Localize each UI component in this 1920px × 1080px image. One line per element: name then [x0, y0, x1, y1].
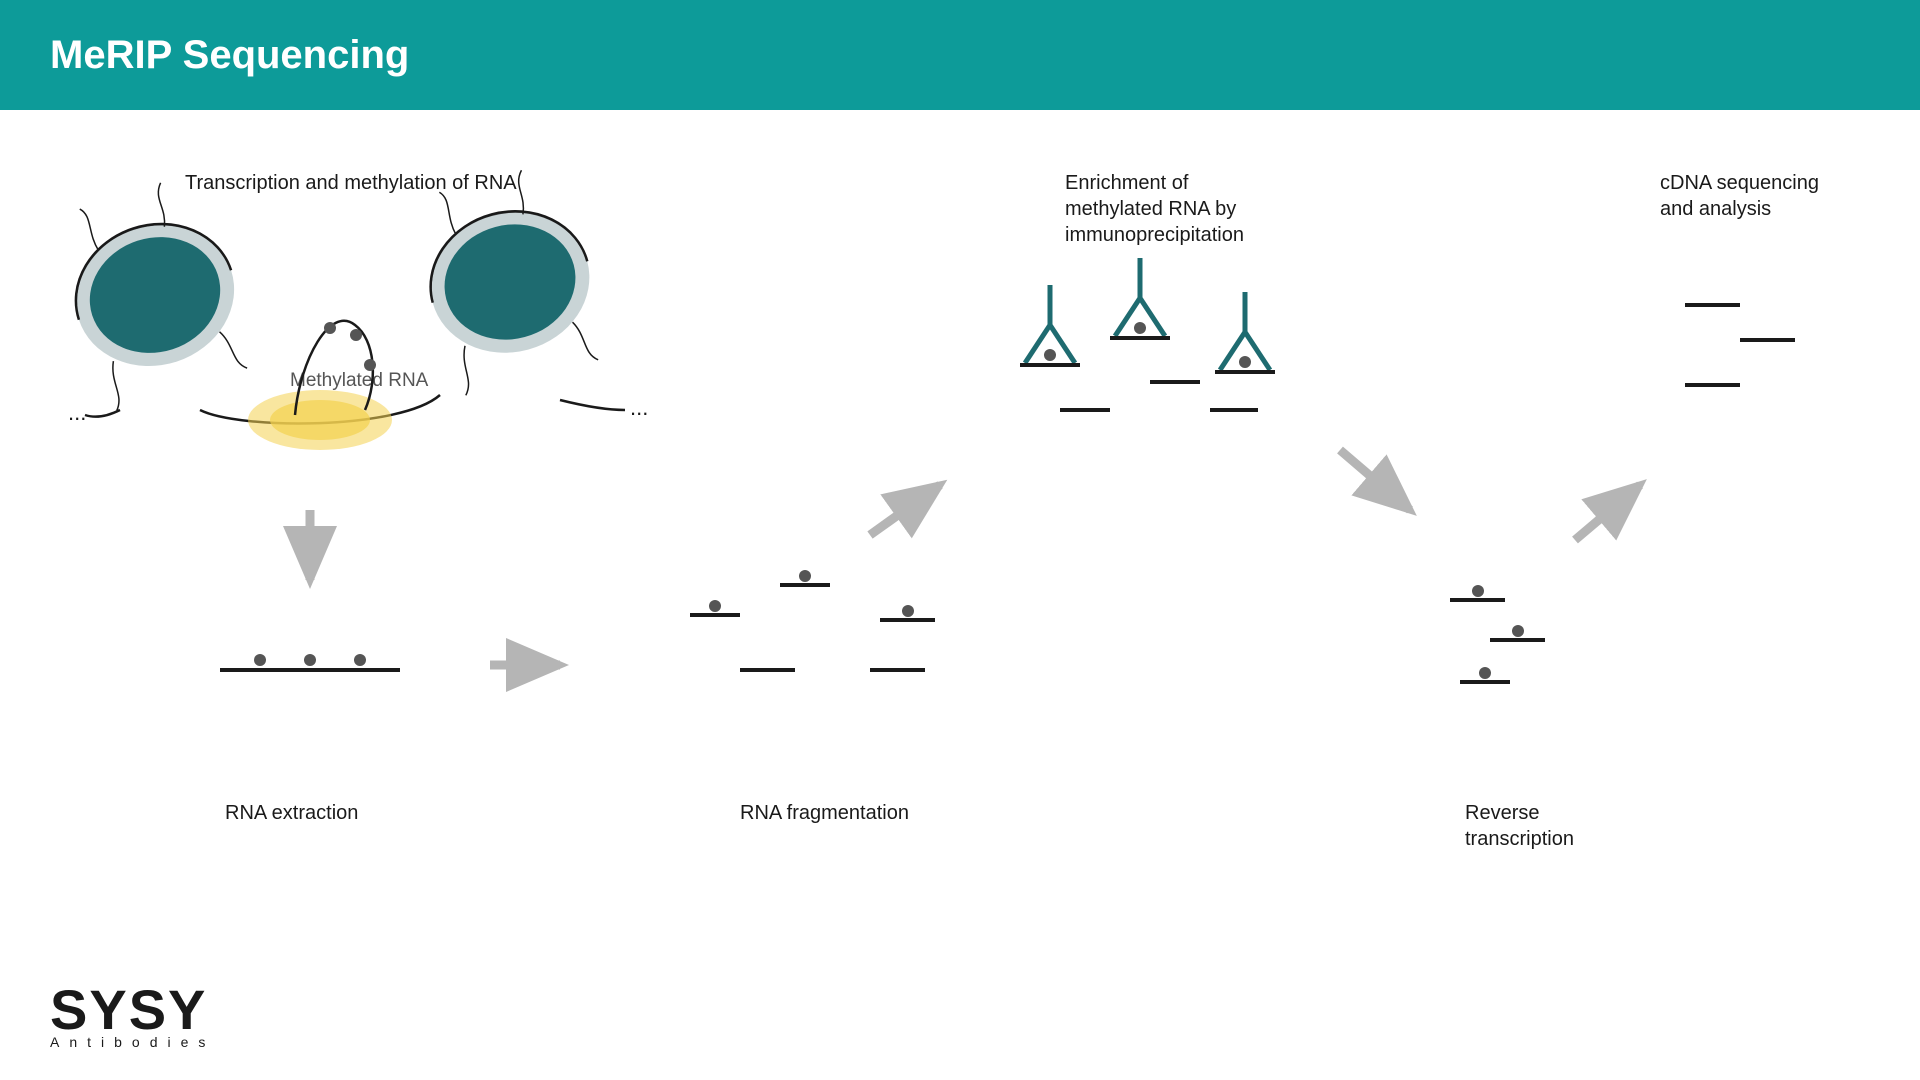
- transcription-scene: ... ...: [46, 160, 648, 450]
- logo: SYSY Antibodies: [50, 977, 215, 1050]
- immunoprecipitation: [1020, 258, 1275, 410]
- svg-text:...: ...: [630, 395, 648, 420]
- rna-extraction: [220, 654, 400, 670]
- workflow-diagram: ... ...: [0, 110, 1920, 970]
- header-banner: MeRIP Sequencing: [0, 0, 1920, 110]
- svg-text:...: ...: [68, 400, 86, 425]
- reverse-transcription: [1450, 585, 1545, 682]
- logo-text: SYSY: [50, 977, 215, 1042]
- page-title: MeRIP Sequencing: [50, 33, 409, 78]
- logo-subtitle: Antibodies: [50, 1034, 215, 1050]
- rna-fragmentation: [690, 570, 935, 670]
- cdna-sequencing: [1685, 305, 1795, 385]
